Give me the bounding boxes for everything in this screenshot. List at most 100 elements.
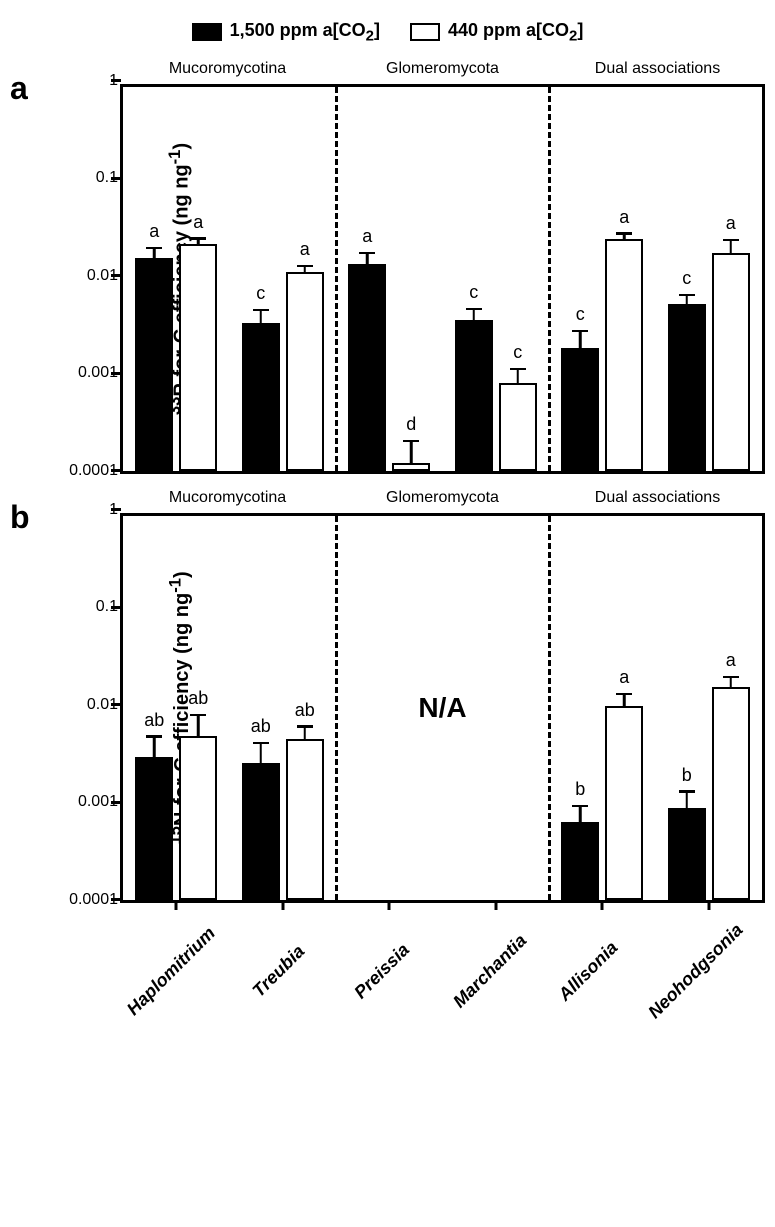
ytick-mark [111, 79, 121, 82]
bar-fill [668, 808, 706, 900]
figure: 1,500 ppm a[CO2] 440 ppm a[CO2] a Mucorom… [10, 20, 765, 1038]
error-cap [253, 309, 269, 312]
bar-fill [179, 736, 217, 900]
error-bar [623, 694, 626, 705]
group-section: caca [549, 87, 762, 471]
panel-b: b MucoromycotinaGlomeromycotaDual associa… [10, 489, 765, 903]
bar-fill [561, 822, 599, 900]
significance-label: c [513, 342, 522, 363]
species-pair: ca [656, 87, 763, 471]
significance-label: d [406, 414, 416, 435]
significance-label: a [619, 667, 629, 688]
ytick-label: 1 [63, 72, 118, 90]
significance-label: a [193, 212, 203, 233]
bar-fill [605, 239, 643, 471]
bar-fill [179, 244, 217, 470]
significance-label: a [726, 213, 736, 234]
ytick-mark [111, 703, 121, 706]
group-section: baba [549, 516, 762, 900]
significance-label: c [256, 283, 265, 304]
error-cap [297, 725, 313, 728]
error-bar [730, 677, 733, 687]
error-cap [723, 239, 739, 242]
bar-fill [242, 763, 280, 899]
section-label: Mucoromycotina [120, 489, 335, 513]
species-pair [336, 516, 443, 900]
bar-fill [561, 348, 599, 470]
bar-fill [499, 383, 537, 471]
bar: a [605, 516, 643, 900]
panel-label: b [10, 499, 30, 536]
bar-fill [135, 757, 173, 900]
legend-label-440ppm: 440 ppm a[CO2] [448, 20, 583, 45]
error-cap [403, 440, 419, 443]
section-label: Dual associations [550, 60, 765, 84]
error-cap [190, 714, 206, 717]
bar: d [392, 87, 430, 471]
significance-label: ab [144, 710, 164, 731]
ytick-label: 0.0001 [63, 891, 118, 909]
ytick-label: 1 [63, 501, 118, 519]
bar-fill [455, 320, 493, 471]
ytick-label: 0.1 [63, 169, 118, 187]
species-pair: abab [230, 516, 337, 900]
error-cap [190, 237, 206, 240]
section-label: Glomeromycota [335, 489, 550, 513]
legend-item-440ppm: 440 ppm a[CO2] [410, 20, 583, 45]
error-cap [466, 308, 482, 311]
section-label: Glomeromycota [335, 60, 550, 84]
bar: a [712, 516, 750, 900]
error-cap [616, 693, 632, 696]
error-cap [572, 805, 588, 808]
legend-swatch-white [410, 23, 440, 41]
bar: c [668, 87, 706, 471]
ytick-label: 0.001 [63, 793, 118, 811]
legend-item-1500ppm: 1,500 ppm a[CO2] [192, 20, 380, 45]
section-label: Dual associations [550, 489, 765, 513]
bar: ab [242, 516, 280, 900]
error-cap [297, 265, 313, 268]
section-labels: MucoromycotinaGlomeromycotaDual associat… [120, 60, 765, 84]
ytick-label: 0.01 [63, 696, 118, 714]
group-section: adcc [336, 87, 549, 471]
bar-fill [242, 323, 280, 471]
bar: a [286, 87, 324, 471]
error-bar [579, 331, 582, 348]
plot: 33P-for-C efficiency (ng ng-1)0.00010.00… [120, 84, 765, 474]
panel-label: a [10, 70, 28, 107]
significance-label: c [576, 304, 585, 325]
xlabel: Neohodgsonia [616, 891, 775, 1064]
error-cap [616, 232, 632, 235]
species-pair: ad [336, 87, 443, 471]
significance-label: a [300, 239, 310, 260]
group-section: aaca [123, 87, 336, 471]
yaxis-ticks: 0.00010.0010.010.11 [63, 87, 118, 471]
bar-fill [286, 739, 324, 899]
group-sections: aacaadcccaca [123, 87, 762, 471]
chart-area: MucoromycotinaGlomeromycotaDual associat… [120, 489, 765, 903]
error-bar [153, 248, 156, 258]
ytick-mark [111, 508, 121, 511]
bar-fill [605, 706, 643, 900]
ytick-mark [111, 177, 121, 180]
bar: c [561, 87, 599, 471]
section-label: Mucoromycotina [120, 60, 335, 84]
significance-label: b [575, 779, 585, 800]
bar: ab [179, 516, 217, 900]
bar-fill [668, 304, 706, 470]
error-bar [517, 369, 520, 382]
legend: 1,500 ppm a[CO2] 440 ppm a[CO2] [10, 20, 765, 45]
significance-label: ab [188, 688, 208, 709]
error-cap [572, 330, 588, 333]
ytick-mark [111, 372, 121, 375]
error-bar [153, 737, 156, 757]
panel-a: a MucoromycotinaGlomeromycotaDual associa… [10, 60, 765, 474]
bar: b [561, 516, 599, 900]
bar: ab [135, 516, 173, 900]
error-bar [410, 441, 413, 463]
significance-label: c [682, 268, 691, 289]
chart-area: MucoromycotinaGlomeromycotaDual associat… [120, 60, 765, 474]
section-labels: MucoromycotinaGlomeromycotaDual associat… [120, 489, 765, 513]
significance-label: a [362, 226, 372, 247]
bar-fill [135, 258, 173, 470]
